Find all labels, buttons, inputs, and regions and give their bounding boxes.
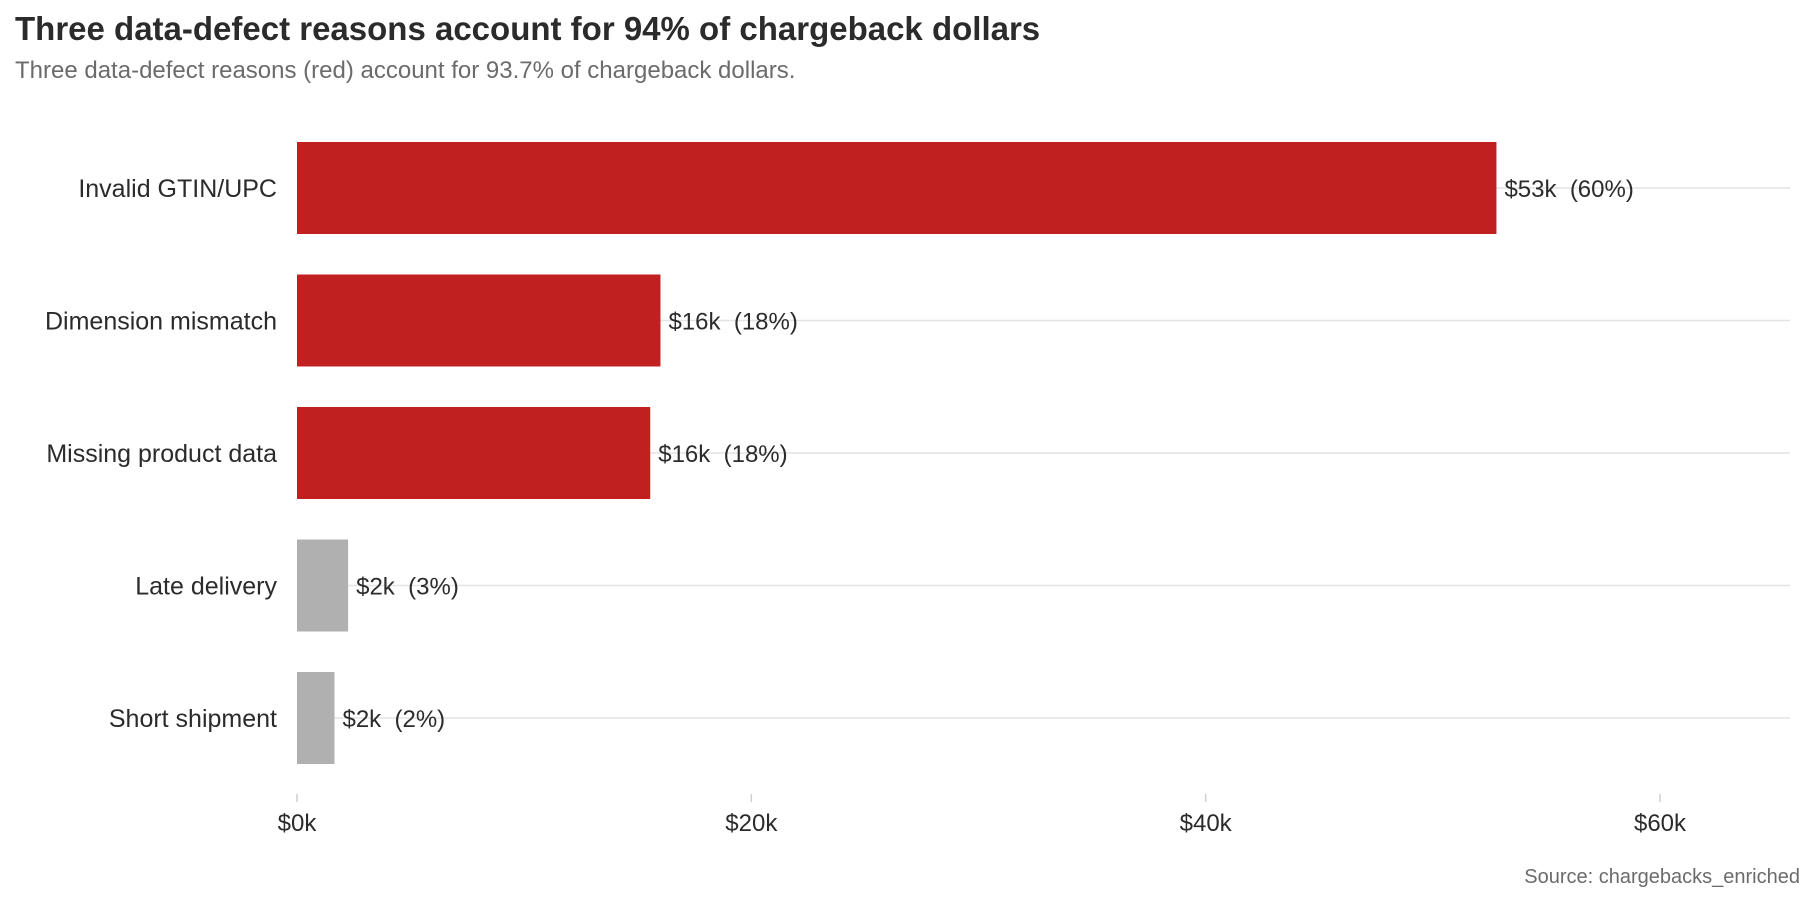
category-labels: Invalid GTIN/UPC Dimension mismatch Missin… bbox=[45, 175, 278, 733]
x-tick-label: $20k bbox=[725, 810, 778, 837]
bar bbox=[297, 407, 651, 499]
bars bbox=[297, 142, 1497, 764]
bar bbox=[297, 672, 335, 764]
category-label: Short shipment bbox=[109, 705, 277, 733]
bar bbox=[297, 274, 661, 367]
bar-value-label: $16k (18%) bbox=[668, 309, 797, 336]
bar-value-label: $2k (3%) bbox=[356, 574, 459, 601]
x-tick-label: $0k bbox=[278, 810, 318, 837]
chart-subtitle: Three data-defect reasons (red) account … bbox=[15, 57, 796, 84]
bar-value-label: $53k (60%) bbox=[1504, 176, 1633, 203]
category-label: Invalid GTIN/UPC bbox=[78, 175, 277, 203]
category-label: Late delivery bbox=[135, 573, 277, 601]
x-tick-label: $60k bbox=[1634, 810, 1687, 837]
bar-value-label: $16k (18%) bbox=[658, 441, 787, 468]
chart-title: Three data-defect reasons account for 94… bbox=[15, 10, 1041, 47]
bar-value-label: $2k (2%) bbox=[342, 706, 445, 733]
bar bbox=[297, 142, 1497, 234]
x-tick-label: $40k bbox=[1180, 810, 1233, 837]
category-label: Missing product data bbox=[46, 440, 277, 468]
category-label: Dimension mismatch bbox=[45, 308, 277, 336]
bar bbox=[297, 539, 349, 632]
bar-labels: $53k (60%) $16k (18%) $16k (18%) $2k (3%) $2… bbox=[342, 176, 1633, 733]
chart-source: Source: chargebacks_enriched bbox=[1524, 866, 1800, 888]
x-axis: $0k $20k $40k $60k bbox=[278, 794, 1687, 837]
